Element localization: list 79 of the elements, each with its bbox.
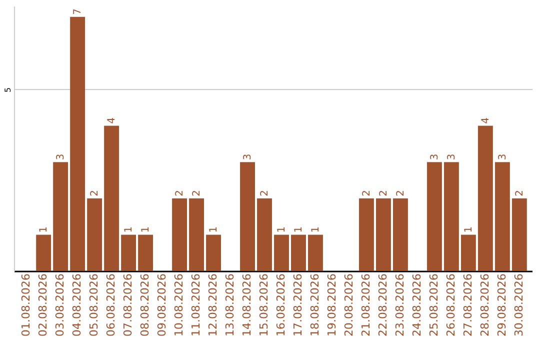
bar <box>426 162 442 271</box>
x-tick-label: 15.08.2026 <box>258 274 271 336</box>
bar <box>172 198 188 271</box>
data-label: 1 <box>463 226 474 233</box>
x-tick-label: 27.08.2026 <box>461 274 474 336</box>
data-label: 2 <box>378 190 390 196</box>
data-label: 3 <box>56 154 67 160</box>
bar <box>36 234 52 271</box>
x-tick-label: 07.08.2026 <box>122 274 135 336</box>
x-tick-label: 08.08.2026 <box>138 274 152 336</box>
bar <box>70 16 86 271</box>
x-tick-label: 01.08.2026 <box>20 274 33 336</box>
data-label: 3 <box>497 154 508 160</box>
data-label: 2 <box>174 190 186 196</box>
x-tick-label: 06.08.2026 <box>104 274 118 336</box>
data-label: 3 <box>429 154 440 160</box>
data-label: 3 <box>242 154 254 160</box>
data-label: 1 <box>124 226 135 233</box>
data-label: 1 <box>38 226 50 233</box>
data-label: 2 <box>90 190 101 196</box>
bar <box>104 126 120 271</box>
data-label: 2 <box>361 190 372 196</box>
x-tick-label: 24.08.2026 <box>410 274 424 336</box>
x-tick-label: 29.08.2026 <box>495 274 508 336</box>
bar <box>274 234 289 271</box>
bar <box>257 198 272 271</box>
x-tick-label: 11.08.2026 <box>190 274 203 336</box>
y-tick-label: 5 <box>4 87 12 93</box>
data-label: 4 <box>106 117 118 124</box>
x-tick-label: 10.08.2026 <box>172 274 186 336</box>
bar <box>240 162 255 271</box>
bar <box>392 198 408 271</box>
bar <box>291 234 306 271</box>
data-label: 1 <box>208 226 220 233</box>
data-label: 2 <box>514 190 526 196</box>
bar <box>138 234 154 271</box>
x-tick-label: 18.08.2026 <box>308 274 322 336</box>
bar <box>444 162 459 271</box>
bar <box>376 198 391 271</box>
x-tick-label: 19.08.2026 <box>325 274 338 336</box>
bar <box>53 162 68 271</box>
data-label: 1 <box>310 226 322 233</box>
x-tick-label: 26.08.2026 <box>444 274 458 336</box>
bar <box>494 162 510 271</box>
x-tick-label: 30.08.2026 <box>512 274 526 336</box>
x-tick-label: 14.08.2026 <box>240 274 254 336</box>
x-tick-label: 20.08.2026 <box>342 274 356 336</box>
x-tick-label: 28.08.2026 <box>478 274 492 336</box>
x-tick-label: 05.08.2026 <box>88 274 101 336</box>
x-tick-label: 03.08.2026 <box>54 274 67 336</box>
bar <box>358 198 374 271</box>
bar <box>121 234 136 271</box>
bar <box>478 126 493 271</box>
bar <box>512 198 527 271</box>
x-tick-label: 17.08.2026 <box>291 274 304 336</box>
data-label: 2 <box>260 190 271 196</box>
bar <box>308 234 323 271</box>
data-label: 3 <box>446 154 458 160</box>
x-tick-label: 02.08.2026 <box>36 274 50 336</box>
x-tick-label: 13.08.2026 <box>224 274 237 336</box>
x-tick-label: 04.08.2026 <box>70 274 84 336</box>
data-label: 2 <box>192 190 203 196</box>
data-label: 2 <box>395 190 406 196</box>
data-label: 4 <box>480 117 492 124</box>
data-label: 1 <box>140 226 152 233</box>
data-label: 1 <box>276 226 288 233</box>
bar <box>206 234 221 271</box>
x-tick-label: 22.08.2026 <box>376 274 390 336</box>
x-tick-label: 12.08.2026 <box>206 274 220 336</box>
x-tick-label: 21.08.2026 <box>359 274 372 336</box>
bar <box>87 198 102 271</box>
data-label: 7 <box>72 8 84 15</box>
bar <box>189 198 204 271</box>
x-tick-label: 23.08.2026 <box>393 274 406 336</box>
x-tick-label: 09.08.2026 <box>156 274 169 336</box>
data-label: 1 <box>293 226 304 233</box>
bar <box>460 234 476 271</box>
x-tick-label: 16.08.2026 <box>274 274 288 336</box>
x-tick-label: 25.08.2026 <box>427 274 440 336</box>
